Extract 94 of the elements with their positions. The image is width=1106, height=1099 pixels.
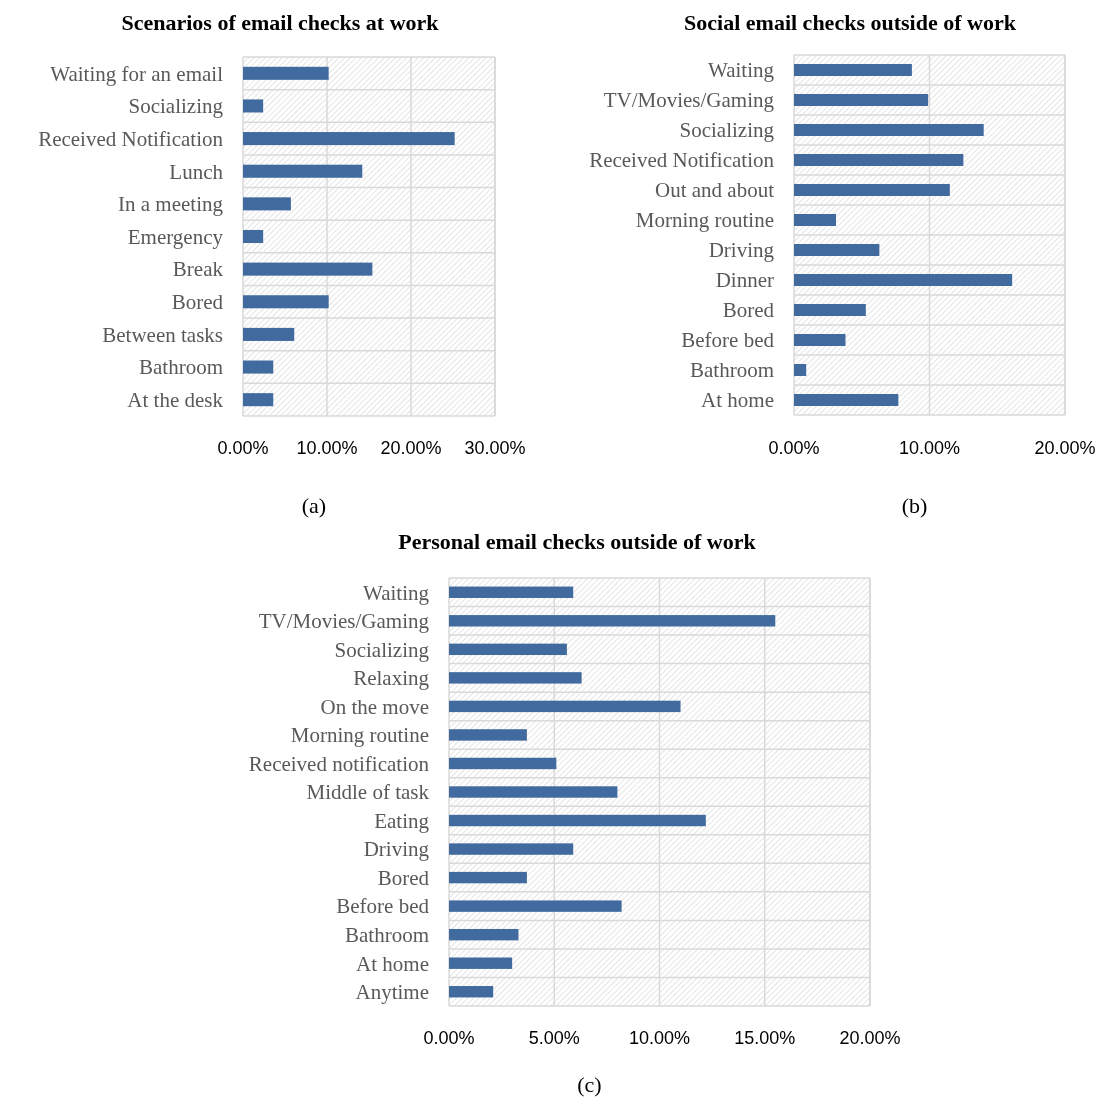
y-tick-label: Socializing bbox=[334, 637, 430, 662]
bar bbox=[243, 262, 373, 276]
y-tick-label: Bathroom bbox=[139, 355, 223, 380]
y-tick-label: Dinner bbox=[715, 268, 774, 293]
x-tick-label: 0.00% bbox=[217, 438, 269, 458]
bar bbox=[449, 700, 681, 713]
y-tick-label: Bathroom bbox=[345, 923, 429, 948]
x-tick-label: 20.00% bbox=[1034, 438, 1096, 458]
x-tick-label: 20.00% bbox=[380, 438, 442, 458]
bar bbox=[243, 295, 329, 309]
y-tick-label: Middle of task bbox=[306, 780, 430, 805]
y-tick-label: Waiting for an email bbox=[50, 61, 224, 86]
bar bbox=[794, 364, 807, 376]
bar bbox=[794, 184, 950, 196]
x-tick-label: 5.00% bbox=[528, 1028, 580, 1048]
y-tick-label: Socializing bbox=[679, 118, 775, 143]
bar bbox=[449, 843, 574, 855]
y-tick-label: Bored bbox=[377, 865, 430, 890]
y-tick-label: Eating bbox=[374, 808, 430, 833]
chart-title: Personal email checks outside of work bbox=[398, 529, 757, 554]
x-tick-label: 10.00% bbox=[628, 1028, 691, 1048]
bar bbox=[243, 99, 264, 113]
bar bbox=[449, 928, 519, 941]
bar bbox=[243, 66, 329, 80]
y-tick-label: Received notification bbox=[248, 751, 430, 776]
y-tick-label: At home bbox=[701, 388, 774, 413]
bar bbox=[449, 814, 706, 827]
y-tick-label: Relaxing bbox=[353, 666, 430, 691]
bar bbox=[449, 871, 527, 884]
x-tick-label: 10.00% bbox=[296, 438, 358, 458]
y-tick-label: Anytime bbox=[355, 980, 429, 1005]
x-tick-label: 30.00% bbox=[464, 438, 526, 458]
bar bbox=[794, 154, 964, 166]
y-tick-label: Between tasks bbox=[102, 322, 223, 347]
bar bbox=[794, 64, 912, 76]
x-tick-label: 20.00% bbox=[839, 1028, 901, 1048]
y-tick-label: Bored bbox=[722, 298, 775, 323]
y-tick-label: Waiting bbox=[363, 580, 430, 605]
chart-title: Social email checks outside of work bbox=[684, 10, 1017, 35]
bar bbox=[794, 214, 837, 226]
y-tick-label: Morning routine bbox=[635, 208, 774, 233]
bar bbox=[449, 900, 622, 912]
y-tick-label: At home bbox=[356, 951, 429, 976]
y-tick-label: Driving bbox=[363, 837, 430, 862]
y-tick-label: Emergency bbox=[127, 224, 224, 249]
text: (a) bbox=[301, 493, 327, 518]
x-tick-label: 0.00% bbox=[423, 1028, 475, 1048]
bar bbox=[243, 229, 264, 244]
y-tick-label: Out and about bbox=[655, 178, 775, 203]
text: (c) bbox=[577, 1072, 602, 1097]
y-tick-label: Break bbox=[172, 257, 224, 282]
y-tick-label: Lunch bbox=[169, 159, 224, 184]
bar bbox=[243, 132, 455, 146]
x-tick-label: 10.00% bbox=[898, 438, 961, 458]
y-tick-label: Waiting bbox=[708, 58, 775, 83]
y-tick-label: Morning routine bbox=[290, 723, 429, 748]
bar bbox=[449, 672, 582, 684]
bar bbox=[449, 786, 618, 798]
bar bbox=[449, 986, 494, 998]
y-tick-label: Received Notification bbox=[589, 148, 775, 173]
y-tick-label: Bored bbox=[171, 290, 224, 315]
bar bbox=[794, 334, 846, 346]
bar bbox=[243, 360, 274, 374]
y-tick-label: Before bed bbox=[336, 894, 430, 919]
bar bbox=[794, 304, 866, 316]
y-tick-label: Driving bbox=[708, 238, 775, 263]
y-tick-label: At the desk bbox=[127, 388, 224, 413]
bar bbox=[794, 94, 929, 106]
bar bbox=[449, 957, 513, 969]
y-tick-label: Before bed bbox=[681, 328, 775, 353]
bar bbox=[794, 394, 899, 406]
y-tick-label: Received Notification bbox=[38, 126, 224, 151]
bar bbox=[794, 274, 1013, 286]
bar bbox=[794, 244, 880, 256]
y-tick-label: In a meeting bbox=[118, 192, 224, 217]
bar bbox=[243, 393, 274, 407]
bar bbox=[243, 164, 363, 178]
y-tick-label: TV/Movies/Gaming bbox=[258, 609, 430, 634]
y-tick-label: Bathroom bbox=[690, 358, 774, 383]
text: (b) bbox=[901, 493, 928, 518]
y-tick-label: TV/Movies/Gaming bbox=[603, 88, 775, 113]
bar bbox=[449, 643, 567, 656]
chart-title: Scenarios of email checks at work bbox=[121, 10, 440, 35]
y-tick-label: On the move bbox=[320, 694, 429, 719]
bar bbox=[449, 757, 557, 770]
bar bbox=[243, 327, 295, 341]
x-tick-label: 15.00% bbox=[734, 1028, 796, 1048]
bar bbox=[449, 615, 776, 627]
bar bbox=[243, 197, 291, 211]
bar bbox=[794, 124, 984, 136]
bar bbox=[449, 729, 527, 741]
x-tick-label: 0.00% bbox=[768, 438, 820, 458]
y-tick-label: Socializing bbox=[128, 94, 224, 119]
bar bbox=[449, 586, 574, 598]
